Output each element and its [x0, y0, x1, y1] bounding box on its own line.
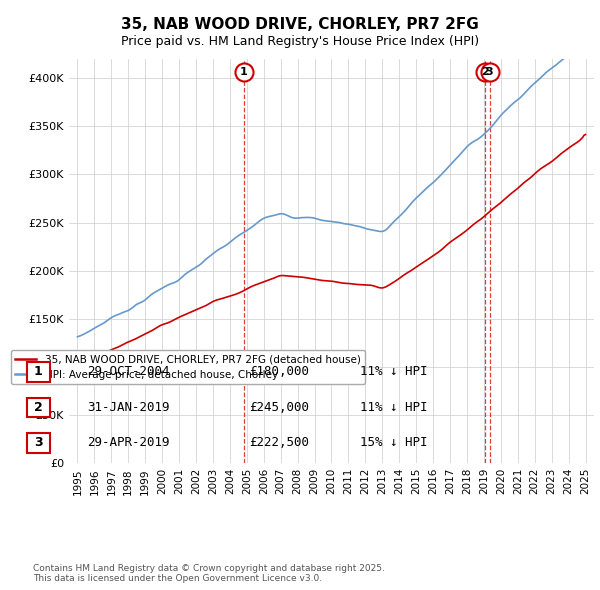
Text: 1: 1 — [240, 67, 248, 77]
Text: £245,000: £245,000 — [249, 401, 309, 414]
Text: 11% ↓ HPI: 11% ↓ HPI — [360, 365, 427, 378]
Text: 15% ↓ HPI: 15% ↓ HPI — [360, 436, 427, 449]
Text: 29-OCT-2004: 29-OCT-2004 — [87, 365, 170, 378]
Text: Contains HM Land Registry data © Crown copyright and database right 2025.: Contains HM Land Registry data © Crown c… — [33, 565, 385, 573]
Text: 11% ↓ HPI: 11% ↓ HPI — [360, 401, 427, 414]
Text: 1: 1 — [34, 365, 43, 378]
Text: 2: 2 — [481, 67, 489, 77]
Text: 35, NAB WOOD DRIVE, CHORLEY, PR7 2FG: 35, NAB WOOD DRIVE, CHORLEY, PR7 2FG — [121, 17, 479, 31]
Text: 31-JAN-2019: 31-JAN-2019 — [87, 401, 170, 414]
Text: 2: 2 — [34, 401, 43, 414]
Text: This data is licensed under the Open Government Licence v3.0.: This data is licensed under the Open Gov… — [33, 574, 322, 583]
Text: Price paid vs. HM Land Registry's House Price Index (HPI): Price paid vs. HM Land Registry's House … — [121, 35, 479, 48]
Legend: 35, NAB WOOD DRIVE, CHORLEY, PR7 2FG (detached house), HPI: Average price, detac: 35, NAB WOOD DRIVE, CHORLEY, PR7 2FG (de… — [11, 350, 365, 384]
Text: 3: 3 — [485, 67, 493, 77]
Text: £222,500: £222,500 — [249, 436, 309, 449]
Text: £180,000: £180,000 — [249, 365, 309, 378]
Text: 29-APR-2019: 29-APR-2019 — [87, 436, 170, 449]
Text: 3: 3 — [34, 436, 43, 449]
